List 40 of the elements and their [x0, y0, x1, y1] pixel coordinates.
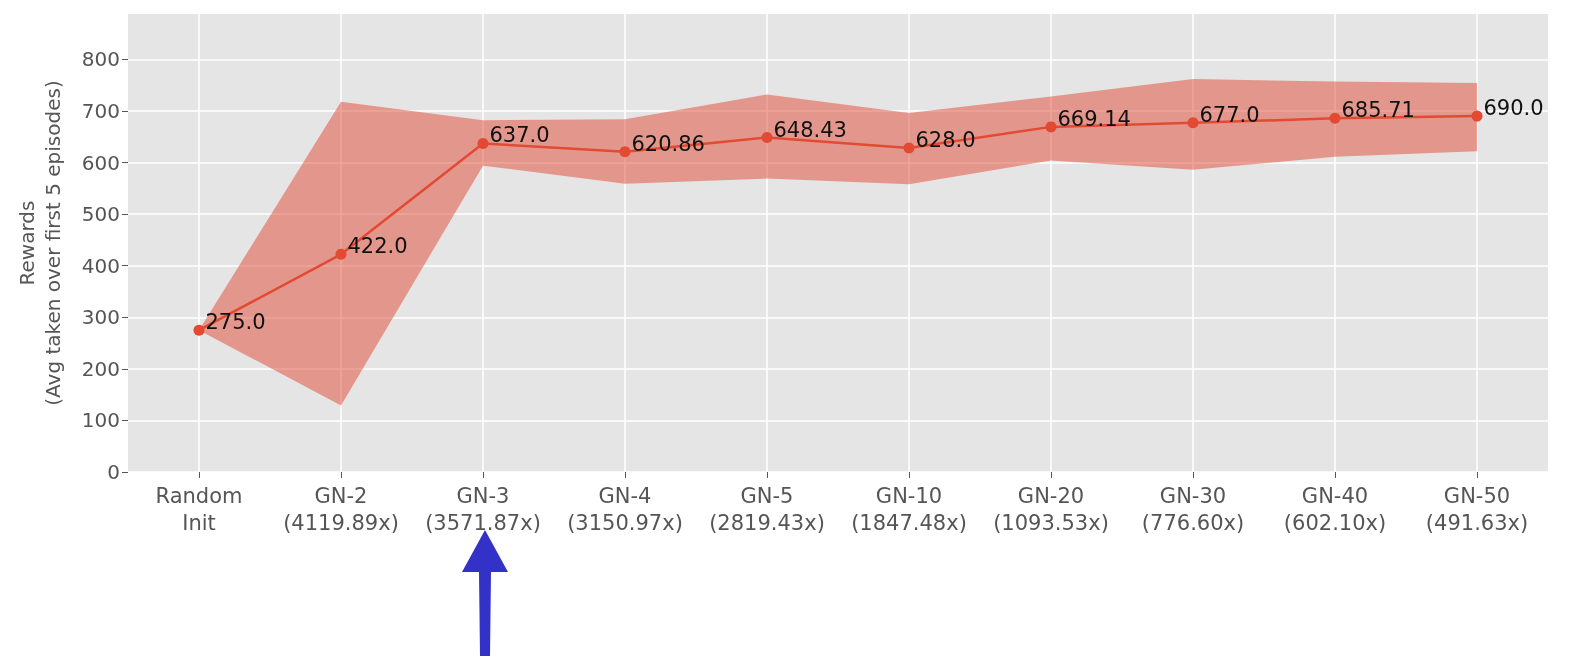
- y-tick-label: 100: [81, 408, 120, 433]
- y-tick-label: 0: [107, 460, 120, 484]
- x-tick-label: GN-50 (491.63x): [1425, 483, 1529, 535]
- point: [193, 324, 205, 336]
- point: [1187, 117, 1199, 129]
- x-tick-label: Random Init: [155, 483, 243, 535]
- x-tick-label: GN-5 (2819.43x): [709, 483, 825, 535]
- y-axis-title: Rewards (Avg taken over first 5 episodes): [15, 80, 65, 406]
- y-tick-label: 200: [81, 356, 120, 381]
- y-tick-label: 600: [81, 150, 120, 175]
- x-tick-label: GN-20 (1093.53x): [993, 483, 1109, 535]
- point: [335, 248, 347, 260]
- y-tick-label: 500: [81, 202, 120, 227]
- point: [903, 142, 915, 154]
- point: [477, 137, 489, 149]
- data-label: 685.71: [1341, 98, 1415, 123]
- x-tick-label: GN-2 (4119.89x): [283, 483, 399, 535]
- y-tick-label: 800: [81, 47, 120, 72]
- data-label: 669.14: [1057, 106, 1131, 131]
- y-tick-label: 400: [81, 253, 120, 278]
- y-tick-label: 300: [81, 305, 120, 330]
- data-label: 275.0: [205, 310, 266, 335]
- point: [1329, 112, 1341, 124]
- data-label: 620.86: [631, 131, 705, 156]
- x-tick-label: GN-4 (3150.97x): [567, 483, 683, 535]
- data-label: 422.0: [347, 234, 408, 259]
- point: [761, 132, 773, 144]
- point: [619, 146, 631, 158]
- data-label: 677.0: [1199, 102, 1260, 127]
- data-label: 648.43: [773, 117, 847, 142]
- data-label: 637.0: [489, 123, 550, 148]
- data-label: 628.0: [915, 128, 976, 153]
- x-tick-label: GN-30 (776.60x): [1141, 483, 1245, 535]
- data-label: 690.0: [1483, 96, 1544, 121]
- x-tick-label: GN-3 (3571.87x): [425, 483, 541, 535]
- y-tick-label: 700: [81, 98, 120, 123]
- point: [1045, 121, 1057, 133]
- point: [1471, 110, 1483, 122]
- x-tick-label: GN-40 (602.10x): [1283, 483, 1387, 535]
- x-tick-label: GN-10 (1847.48x): [851, 483, 967, 535]
